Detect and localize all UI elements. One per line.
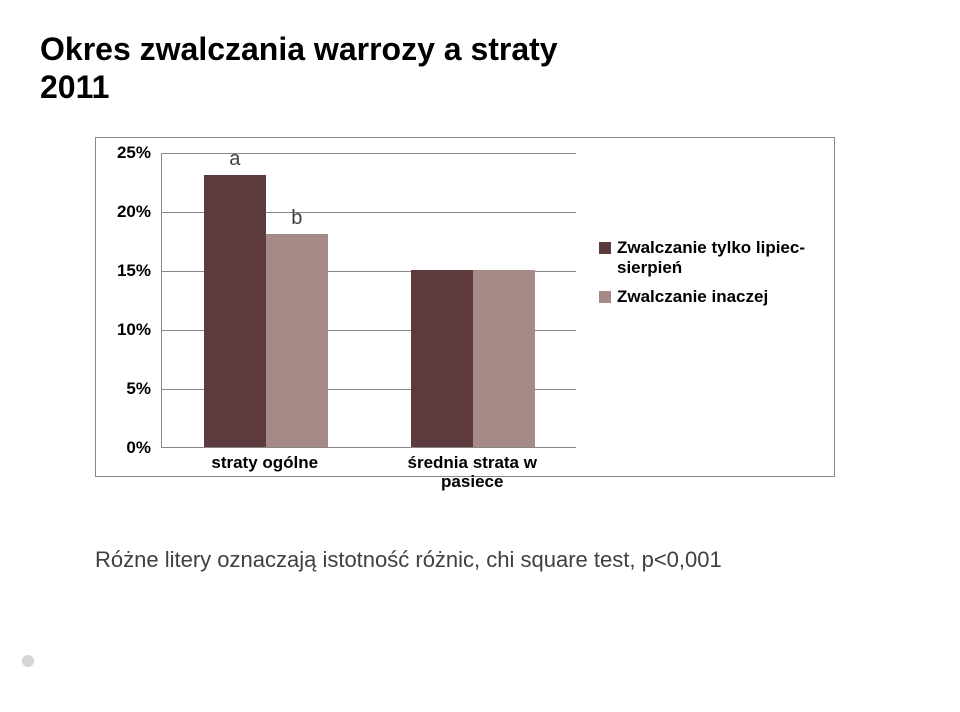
legend-swatch [599,242,611,254]
x-axis-labels: straty ogólneśrednia strata wpasiece [161,453,576,497]
bar [204,175,266,446]
y-tick-label: 5% [106,379,151,399]
y-tick-label: 10% [106,320,151,340]
y-axis-labels: 0%5%10%15%20%25% [111,153,156,448]
bar [266,234,328,446]
legend-label: Zwalczanie tylko lipiec-sierpień [617,238,814,279]
title-line-2: 2011 [40,69,109,105]
legend-item: Zwalczanie inaczej [599,287,814,307]
slide-bullet-icon [22,655,34,667]
bar-data-label: b [291,207,302,230]
chart-legend: Zwalczanie tylko lipiec-sierpień Zwalczan… [599,238,814,315]
legend-item: Zwalczanie tylko lipiec-sierpień [599,238,814,279]
legend-label: Zwalczanie inaczej [617,287,768,307]
bar [411,270,473,447]
footnote-text: Różne litery oznaczają istotność różnic,… [95,547,920,573]
legend-swatch [599,291,611,303]
plot-area: ab [161,153,576,448]
title-line-1: Okres zwalczania warrozy a straty [40,31,558,67]
y-tick-label: 0% [106,438,151,458]
page-title: Okres zwalczania warrozy a straty 2011 [40,30,920,107]
gridline [162,153,576,154]
bar [473,270,535,447]
bar-group [204,175,328,446]
chart-container: 0%5%10%15%20%25% ab straty ogólneśrednia… [95,137,835,477]
x-tick-label: średnia strata wpasiece [369,453,577,497]
bar-data-label: a [229,148,240,171]
bar-group [411,270,535,447]
y-tick-label: 25% [106,143,151,163]
x-tick-label: straty ogólne [161,453,369,497]
y-tick-label: 20% [106,202,151,222]
y-tick-label: 15% [106,261,151,281]
